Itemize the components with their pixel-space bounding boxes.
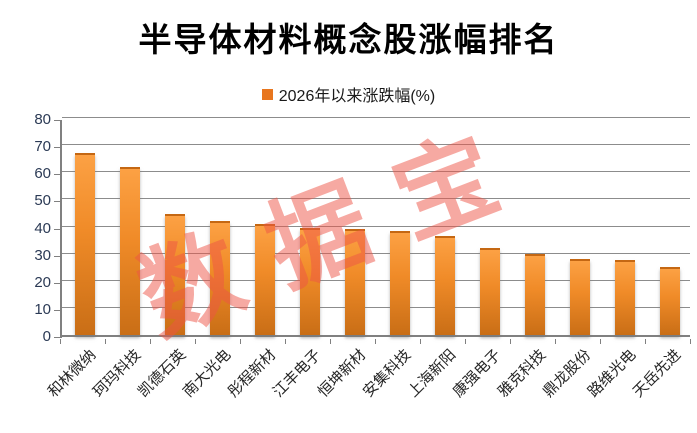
y-tick-20	[54, 282, 62, 284]
x-axis-label-天岳先进: 天岳先进	[629, 346, 684, 401]
bar-天岳先进	[659, 267, 680, 335]
x-tick-0	[60, 339, 61, 344]
bar-南大光电	[209, 221, 230, 335]
gridline-20	[62, 279, 690, 281]
y-tick-80	[54, 120, 62, 121]
y-tick-60	[54, 174, 62, 176]
plot-area	[60, 117, 690, 337]
x-axis-label-康强电子: 康强电子	[449, 346, 504, 401]
x-axis-label-江丰电子: 江丰电子	[269, 346, 324, 401]
y-axis-label-70: 70	[34, 138, 51, 156]
bar-和林微纳	[74, 153, 95, 335]
y-axis-label-20: 20	[34, 273, 51, 291]
chart-title: 半导体材料概念股涨幅排名	[138, 21, 559, 58]
x-tick-10	[510, 339, 511, 344]
x-tick-2	[150, 339, 151, 344]
x-axis-label-路维光电: 路维光电	[584, 346, 639, 401]
bar-路维光电	[614, 260, 635, 335]
bar-鼎龙股份	[569, 259, 590, 335]
x-tick-3	[195, 339, 196, 344]
bar-雅克科技	[524, 253, 545, 335]
x-tick-11	[555, 339, 556, 344]
y-tick-70	[54, 147, 62, 149]
y-tick-10	[54, 309, 62, 311]
gridline-40	[62, 225, 690, 227]
x-tick-7	[375, 339, 376, 344]
y-axis-label-40: 40	[34, 219, 51, 237]
x-axis-label-鼎龙股份: 鼎龙股份	[539, 346, 594, 401]
bar-安集科技	[389, 230, 410, 335]
x-tick-9	[465, 339, 466, 344]
y-axis-label-80: 80	[34, 111, 51, 128]
y-axis-label-60: 60	[34, 165, 51, 183]
gridline-30	[62, 252, 690, 254]
bar-康强电子	[479, 248, 500, 335]
x-tick-12	[600, 339, 601, 344]
x-axis-label-上海新阳: 上海新阳	[404, 346, 459, 401]
y-axis-label-0: 0	[42, 328, 51, 345]
y-tick-40	[54, 228, 62, 230]
y-tick-50	[54, 201, 62, 203]
x-tick-8	[420, 339, 421, 344]
x-tick-14	[690, 339, 691, 344]
x-axis-label-恒坤新材: 恒坤新材	[314, 346, 369, 401]
y-axis-label-30: 30	[34, 246, 51, 264]
gridline-50	[62, 198, 690, 200]
gridline-60	[62, 171, 690, 173]
legend-swatch	[261, 88, 273, 100]
bar-珂玛科技	[119, 166, 140, 335]
x-axis-label-安集科技: 安集科技	[359, 346, 414, 401]
x-axis-label-凯德石英: 凯德石英	[134, 346, 189, 401]
x-tick-5	[285, 339, 286, 344]
y-tick-0	[54, 337, 62, 338]
bar-江丰电子	[299, 227, 320, 335]
x-tick-13	[645, 339, 646, 344]
x-tick-4	[240, 339, 241, 344]
legend: 2026年以来涨跌幅(%)	[0, 82, 697, 106]
x-axis-label-南大光电: 南大光电	[179, 346, 234, 401]
y-axis-label-50: 50	[34, 192, 51, 210]
x-axis-label-珂玛科技: 珂玛科技	[89, 346, 144, 401]
y-axis-label-10: 10	[34, 300, 51, 318]
bar-上海新阳	[434, 236, 455, 335]
bar-恒坤新材	[344, 229, 365, 335]
gridline-10	[62, 306, 690, 308]
bar-凯德石英	[164, 214, 185, 335]
bar-彤程新材	[254, 223, 275, 335]
legend-label: 2026年以来涨跌幅(%)	[278, 88, 436, 105]
x-tick-1	[105, 339, 106, 344]
gridline-70	[62, 144, 690, 146]
x-axis-label-彤程新材: 彤程新材	[224, 346, 279, 401]
x-axis-label-和林微纳: 和林微纳	[44, 346, 99, 401]
x-tick-6	[330, 339, 331, 344]
gridline-80	[62, 117, 690, 118]
x-axis-label-雅克科技: 雅克科技	[494, 346, 549, 401]
y-tick-30	[54, 255, 62, 257]
